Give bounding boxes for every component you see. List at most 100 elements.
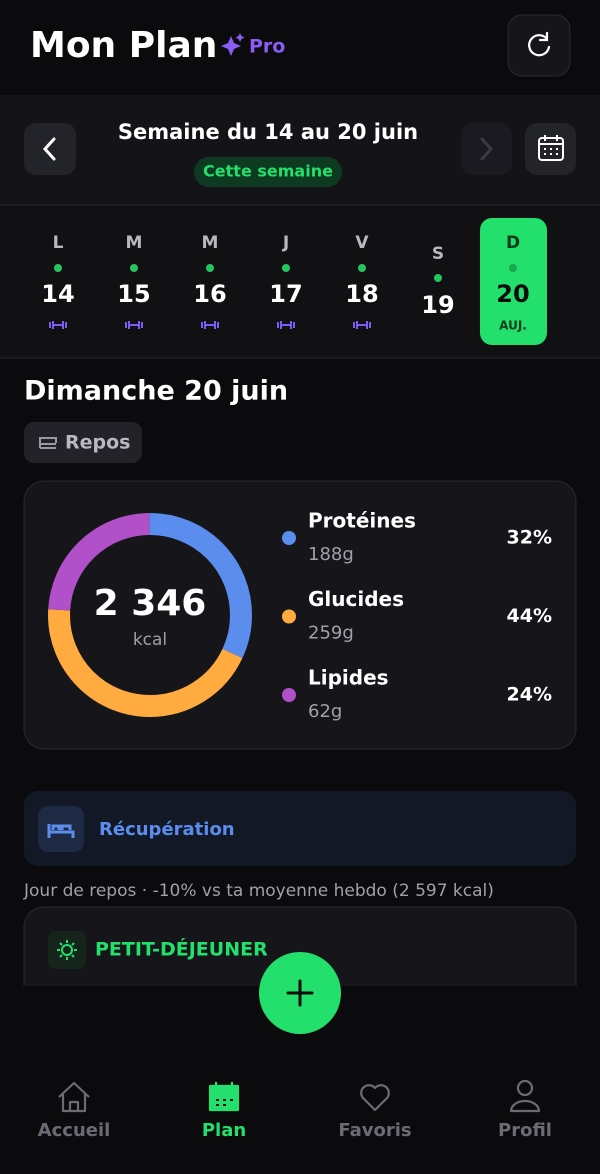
dumbbell-icon [49,321,67,329]
recovery-card [24,791,576,866]
nav-icon [360,1084,390,1112]
day-dot [206,264,214,272]
recovery-icon [47,824,75,838]
macro-amount: 188g [308,544,354,565]
donut-segment [48,513,252,717]
day-item[interactable]: V 18 [345,233,379,329]
nav-item[interactable]: Plan [202,1082,246,1141]
pro-badge: Pro [249,36,285,58]
nav-icon [509,1079,541,1113]
nutrition-card [23,480,577,750]
day-dot [282,264,290,272]
macro-percent: 24% [507,684,552,706]
prev-week-bg [24,123,76,175]
macro-percent: 32% [507,527,552,549]
dumbbell-icon [201,321,219,329]
macro-label: Glucides [308,587,404,611]
donut-segment [48,513,252,717]
dumbbell-icon [125,321,143,329]
recovery-note: Jour de repos · -10% vs ta moyenne hebdo… [23,881,494,901]
bed-icon [39,437,57,449]
nav-item[interactable]: Accueil [38,1081,111,1141]
bottom-nav: Accueil Plan Favoris Profil [38,1079,552,1141]
week-title: Semaine du 14 au 20 juin [118,120,418,144]
day-item[interactable]: S 19 [421,244,454,319]
day-number: 14 [41,280,74,308]
day-dot [434,274,442,282]
legend-dot [282,688,296,702]
day-dot [54,264,62,272]
chevron-right [480,137,494,161]
day-number: 20 [496,280,529,308]
day-letter: V [355,233,369,253]
sparkle-icon [221,33,245,56]
nav-label: Favoris [338,1120,411,1141]
macro-amount: 259g [308,623,354,644]
day-dot [130,264,138,272]
sun-icon [61,944,73,956]
day-number: 19 [421,291,454,319]
selected-day-bg [480,218,547,345]
day-number: 16 [193,280,226,308]
day-number: 17 [269,280,302,308]
nav-label: Plan [202,1120,246,1141]
add-button[interactable] [259,952,341,1034]
nav-label: Profil [498,1120,552,1141]
legend-dot [282,531,296,545]
calendar-icon [538,137,564,161]
macro-amount: 62g [308,701,342,722]
kcal-unit: kcal [133,630,167,650]
dumbbell-icon [353,321,371,329]
nav-icon [58,1081,90,1113]
day-letter: M [126,233,143,253]
day-letter: S [432,244,444,264]
day-item[interactable]: J 17 [269,233,303,329]
week-badge: Cette semaine [203,162,333,181]
calendar-icon-lines [539,135,563,155]
macro-label: Lipides [308,666,389,690]
meal-title: PETIT-DÉJEUNER [95,938,268,961]
nav-icon [208,1082,240,1112]
nav-icon-dots [216,1099,233,1106]
refresh-button[interactable] [507,14,571,77]
calendar-button[interactable] [525,123,576,175]
day-letter: M [202,233,219,253]
day-item[interactable]: M 15 [117,233,151,329]
macro-legend: Protéines 188g 32% Glucides 259g 44% Lipides 62… [282,509,552,722]
day-number: 18 [345,280,378,308]
nav-item[interactable]: Profil [498,1079,552,1141]
prev-week-button[interactable] [24,123,76,175]
macro-label: Protéines [308,509,416,533]
next-week-bg [461,123,512,175]
kcal-total: 2 346 [94,583,207,624]
nav-label: Accueil [38,1120,111,1141]
day-title: Dimanche 20 juin [24,376,288,407]
day-letter: L [53,233,64,253]
day-dot [509,264,517,272]
day-tag: Repos [65,432,130,454]
day-dot [358,264,366,272]
day-item[interactable]: D 20 AUJ. [480,218,547,345]
page-title: Mon Plan [30,25,217,66]
sun-rays [57,940,77,960]
week-badge-bg [194,157,342,187]
day-item[interactable]: L 14 [41,233,75,329]
day-number: 15 [117,280,150,308]
day-item[interactable]: M 16 [193,233,227,329]
dumbbell-icon [277,321,295,329]
plus-icon [286,979,314,1007]
meal-card[interactable]: PETIT-DÉJEUNER [23,906,577,1067]
refresh-icon [528,31,551,57]
day-letter: J [282,233,289,253]
day-list: L 14 M 15 M 16 J 17 V 18 S 19 D 20 AUJ. [41,218,547,345]
macro-donut [48,513,252,717]
legend-dot [282,609,296,624]
meal-card-bg [23,906,577,986]
meal-icon-bg [48,931,86,969]
recovery-title: Récupération [99,819,235,840]
next-week-button[interactable] [461,123,512,175]
macro-percent: 44% [507,605,552,627]
nav-item[interactable]: Favoris [338,1084,412,1141]
